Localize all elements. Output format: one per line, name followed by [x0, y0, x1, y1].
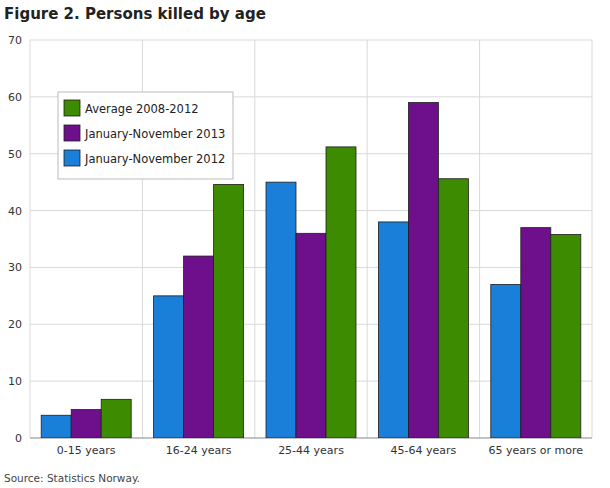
bar [266, 182, 296, 438]
bar [326, 147, 356, 438]
bar [154, 296, 184, 438]
y-tick-label: 50 [8, 148, 22, 161]
y-tick-label: 10 [8, 375, 22, 388]
x-tick-label: 0-15 years [57, 444, 116, 457]
x-tick-label: 25-44 years [278, 444, 344, 457]
bar [378, 222, 408, 438]
category-separator [30, 40, 31, 438]
bar [41, 415, 71, 438]
bar [184, 256, 214, 438]
bar [101, 399, 131, 438]
source: Source: Statistics Norway. [4, 472, 140, 484]
legend-swatch [64, 125, 80, 141]
y-tick-label: 20 [8, 318, 22, 331]
x-tick-label: 16-24 years [166, 444, 232, 457]
title: Figure 2. Persons killed by age [4, 5, 266, 23]
grid-line [30, 40, 592, 41]
legend-label: January-November 2012 [84, 152, 225, 166]
bar [296, 233, 326, 438]
legend-label: Average 2008-2012 [85, 102, 199, 116]
y-tick-label: 70 [8, 34, 22, 47]
y-tick-label: 60 [8, 91, 22, 104]
legend-label: January-November 2013 [84, 127, 225, 141]
bar [438, 179, 468, 438]
x-tick-label: 45-64 years [391, 444, 457, 457]
legend-swatch [64, 150, 80, 166]
category-separator [367, 40, 368, 438]
bar [551, 234, 581, 438]
y-tick-label: 0 [15, 432, 22, 445]
bar [71, 410, 101, 438]
bar [408, 103, 438, 438]
bar [491, 284, 521, 438]
y-tick-label: 30 [8, 261, 22, 274]
bar [214, 184, 244, 438]
legend [58, 92, 233, 179]
category-separator [479, 40, 480, 438]
category-separator [592, 40, 593, 438]
legend-swatch [64, 100, 80, 116]
grid-line [30, 210, 592, 211]
bar [521, 228, 551, 438]
x-tick-label: 65 years or more [489, 444, 584, 457]
y-tick-label: 40 [8, 205, 22, 218]
chart: Figure 2. Persons killed by age 0 10 20 30 40… [0, 0, 610, 488]
category-separator [254, 40, 255, 438]
bars [41, 103, 581, 438]
